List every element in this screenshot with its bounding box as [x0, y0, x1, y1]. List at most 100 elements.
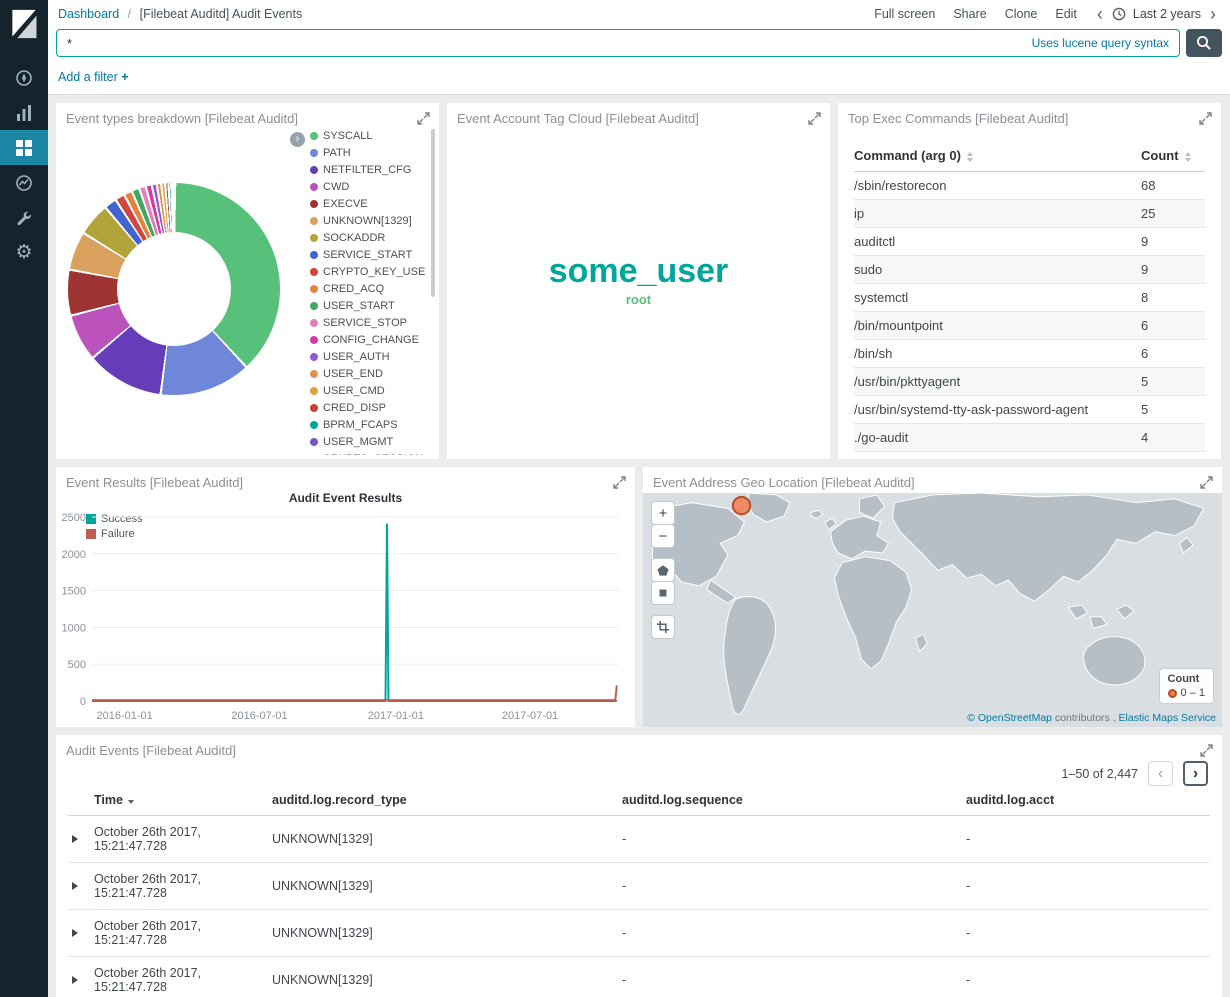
legend-item[interactable]: SERVICE_STOP [310, 314, 426, 331]
legend-item[interactable]: USER_CMD [310, 382, 426, 399]
column-header-command[interactable]: Command (arg 0) [854, 143, 1141, 172]
legend-item[interactable]: USER_AUTH [310, 348, 426, 365]
legend-scrollbar[interactable] [431, 129, 435, 297]
command-cell[interactable]: /usr/bin/systemd-tty-ask-password-agent [854, 395, 1141, 424]
legend-item[interactable]: CRYPTO_SESSION [310, 450, 426, 455]
breadcrumb-dashboard-link[interactable]: Dashboard [58, 6, 120, 21]
legend-item[interactable]: CRYPTO_KEY_USER [310, 263, 426, 280]
sidebar-item-dashboard[interactable] [0, 130, 48, 165]
table-row: /usr/bin/systemd-tty-ask-password-agent 5 [854, 395, 1205, 424]
legend-item[interactable]: CRED_DISP [310, 399, 426, 416]
table-row: /usr/bin/pkttyagent 5 [854, 367, 1205, 396]
column-header-count[interactable]: Count [1141, 143, 1205, 172]
count-cell[interactable]: 5 [1141, 367, 1205, 396]
command-cell[interactable]: sudo [854, 255, 1141, 284]
tag-cloud-word[interactable]: root [625, 292, 652, 308]
column-header-acct[interactable]: auditd.log.acct [966, 785, 1210, 816]
add-filter-link[interactable]: Add a filter + [58, 70, 129, 84]
query-input[interactable]: * Uses lucene query syntax [56, 29, 1180, 57]
column-header-sequence[interactable]: auditd.log.sequence [622, 785, 966, 816]
legend-item[interactable]: CONFIG_CHANGE [310, 331, 426, 348]
legend-item[interactable]: USER_END [310, 365, 426, 382]
event-types-donut-chart[interactable] [68, 183, 280, 395]
expand-panel-icon[interactable] [416, 111, 431, 126]
row-expand-caret[interactable] [72, 835, 78, 843]
previous-page-button[interactable]: ‹ [1148, 761, 1173, 786]
row-expand-caret[interactable] [72, 929, 78, 937]
zoom-out-button[interactable]: − [651, 524, 675, 548]
count-cell[interactable]: 5 [1141, 395, 1205, 424]
map-controls: + − [651, 501, 675, 639]
count-cell[interactable]: 68 [1141, 171, 1205, 200]
search-button[interactable] [1186, 29, 1222, 57]
legend-item[interactable]: PATH [310, 144, 426, 161]
command-cell[interactable]: auditctl [854, 227, 1141, 256]
command-cell[interactable]: /bin/sh [854, 339, 1141, 368]
legend-item[interactable]: EXECVE [310, 195, 426, 212]
full-screen-button[interactable]: Full screen [874, 6, 936, 21]
command-cell[interactable]: /usr/bin/pkttyagent [854, 367, 1141, 396]
expand-panel-icon[interactable] [1198, 111, 1213, 126]
command-cell[interactable]: /sbin/restorecon [854, 171, 1141, 200]
expand-panel-icon[interactable] [1199, 743, 1214, 758]
legend-item[interactable]: SERVICE_START [310, 246, 426, 263]
panel-title: Top Exec Commands [Filebeat Auditd] [848, 111, 1069, 126]
expand-panel-icon[interactable] [1199, 475, 1214, 490]
map-legend-range: 0 – 1 [1180, 687, 1205, 699]
legend-toggle-button[interactable]: › [290, 132, 305, 147]
expand-panel-icon[interactable] [612, 475, 627, 490]
count-cell[interactable]: 9 [1141, 227, 1205, 256]
time-range-label[interactable]: Last 2 years [1132, 6, 1201, 21]
column-header-record-type[interactable]: auditd.log.record_type [272, 785, 622, 816]
legend-item[interactable]: SOCKADDR [310, 229, 426, 246]
draw-polygon-button[interactable] [651, 558, 675, 582]
sidebar-item-visualize[interactable] [0, 95, 48, 130]
next-page-button[interactable]: › [1183, 761, 1208, 786]
count-cell[interactable]: 6 [1141, 311, 1205, 340]
legend-item[interactable]: CRED_ACQ [310, 280, 426, 297]
sidebar-item-timelion[interactable] [0, 165, 48, 200]
count-cell[interactable]: 25 [1141, 199, 1205, 228]
count-cell[interactable]: 9 [1141, 255, 1205, 284]
legend-item[interactable]: USER_START [310, 297, 426, 314]
column-header-time[interactable]: Time [94, 785, 272, 816]
legend-item[interactable]: SYSCALL [310, 127, 426, 144]
geo-marker[interactable] [731, 495, 752, 516]
legend-item[interactable]: Success [86, 511, 143, 526]
edit-button[interactable]: Edit [1055, 6, 1077, 21]
audit-events-table: Time auditd.log.record_type auditd.log.s… [68, 785, 1210, 997]
elastic-maps-service-link[interactable]: Elastic Maps Service [1118, 712, 1216, 724]
command-cell[interactable]: /bin/mountpoint [854, 311, 1141, 340]
count-cell[interactable]: 6 [1141, 339, 1205, 368]
time-back-button[interactable]: ‹ [1096, 3, 1103, 24]
command-cell[interactable]: ./go-audit [854, 423, 1141, 452]
legend-item[interactable]: UNKNOWN[1329] [310, 212, 426, 229]
kibana-logo[interactable] [0, 0, 48, 48]
legend-item[interactable]: BPRM_FCAPS [310, 416, 426, 433]
row-expand-caret[interactable] [72, 976, 78, 984]
fit-bounds-button[interactable] [651, 615, 675, 639]
lucene-syntax-link[interactable]: Uses lucene query syntax [1031, 36, 1169, 50]
tag-cloud-word[interactable]: some_user [548, 251, 729, 290]
command-cell[interactable]: ip [854, 199, 1141, 228]
expand-panel-icon[interactable] [807, 111, 822, 126]
count-cell[interactable]: 8 [1141, 283, 1205, 312]
draw-rectangle-button[interactable] [651, 581, 675, 605]
clone-button[interactable]: Clone [1004, 6, 1038, 21]
sequence-cell: - [622, 815, 966, 863]
count-cell[interactable]: 4 [1141, 423, 1205, 452]
openstreetmap-link[interactable]: © OpenStreetMap [967, 712, 1053, 724]
legend-item[interactable]: CWD [310, 178, 426, 195]
legend-item[interactable]: Failure [86, 526, 143, 541]
sidebar-item-management[interactable]: ⚙ [0, 235, 48, 270]
sidebar-item-devtools[interactable] [0, 200, 48, 235]
legend-item[interactable]: NETFILTER_CFG [310, 161, 426, 178]
legend-item[interactable]: USER_MGMT [310, 433, 426, 450]
command-cell[interactable]: systemctl [854, 283, 1141, 312]
zoom-in-button[interactable]: + [651, 501, 675, 525]
map-canvas[interactable]: + − Count [643, 493, 1222, 727]
time-forward-button[interactable]: › [1210, 3, 1216, 24]
share-button[interactable]: Share [953, 6, 987, 21]
sidebar-item-discover[interactable] [0, 60, 48, 95]
row-expand-caret[interactable] [72, 882, 78, 890]
